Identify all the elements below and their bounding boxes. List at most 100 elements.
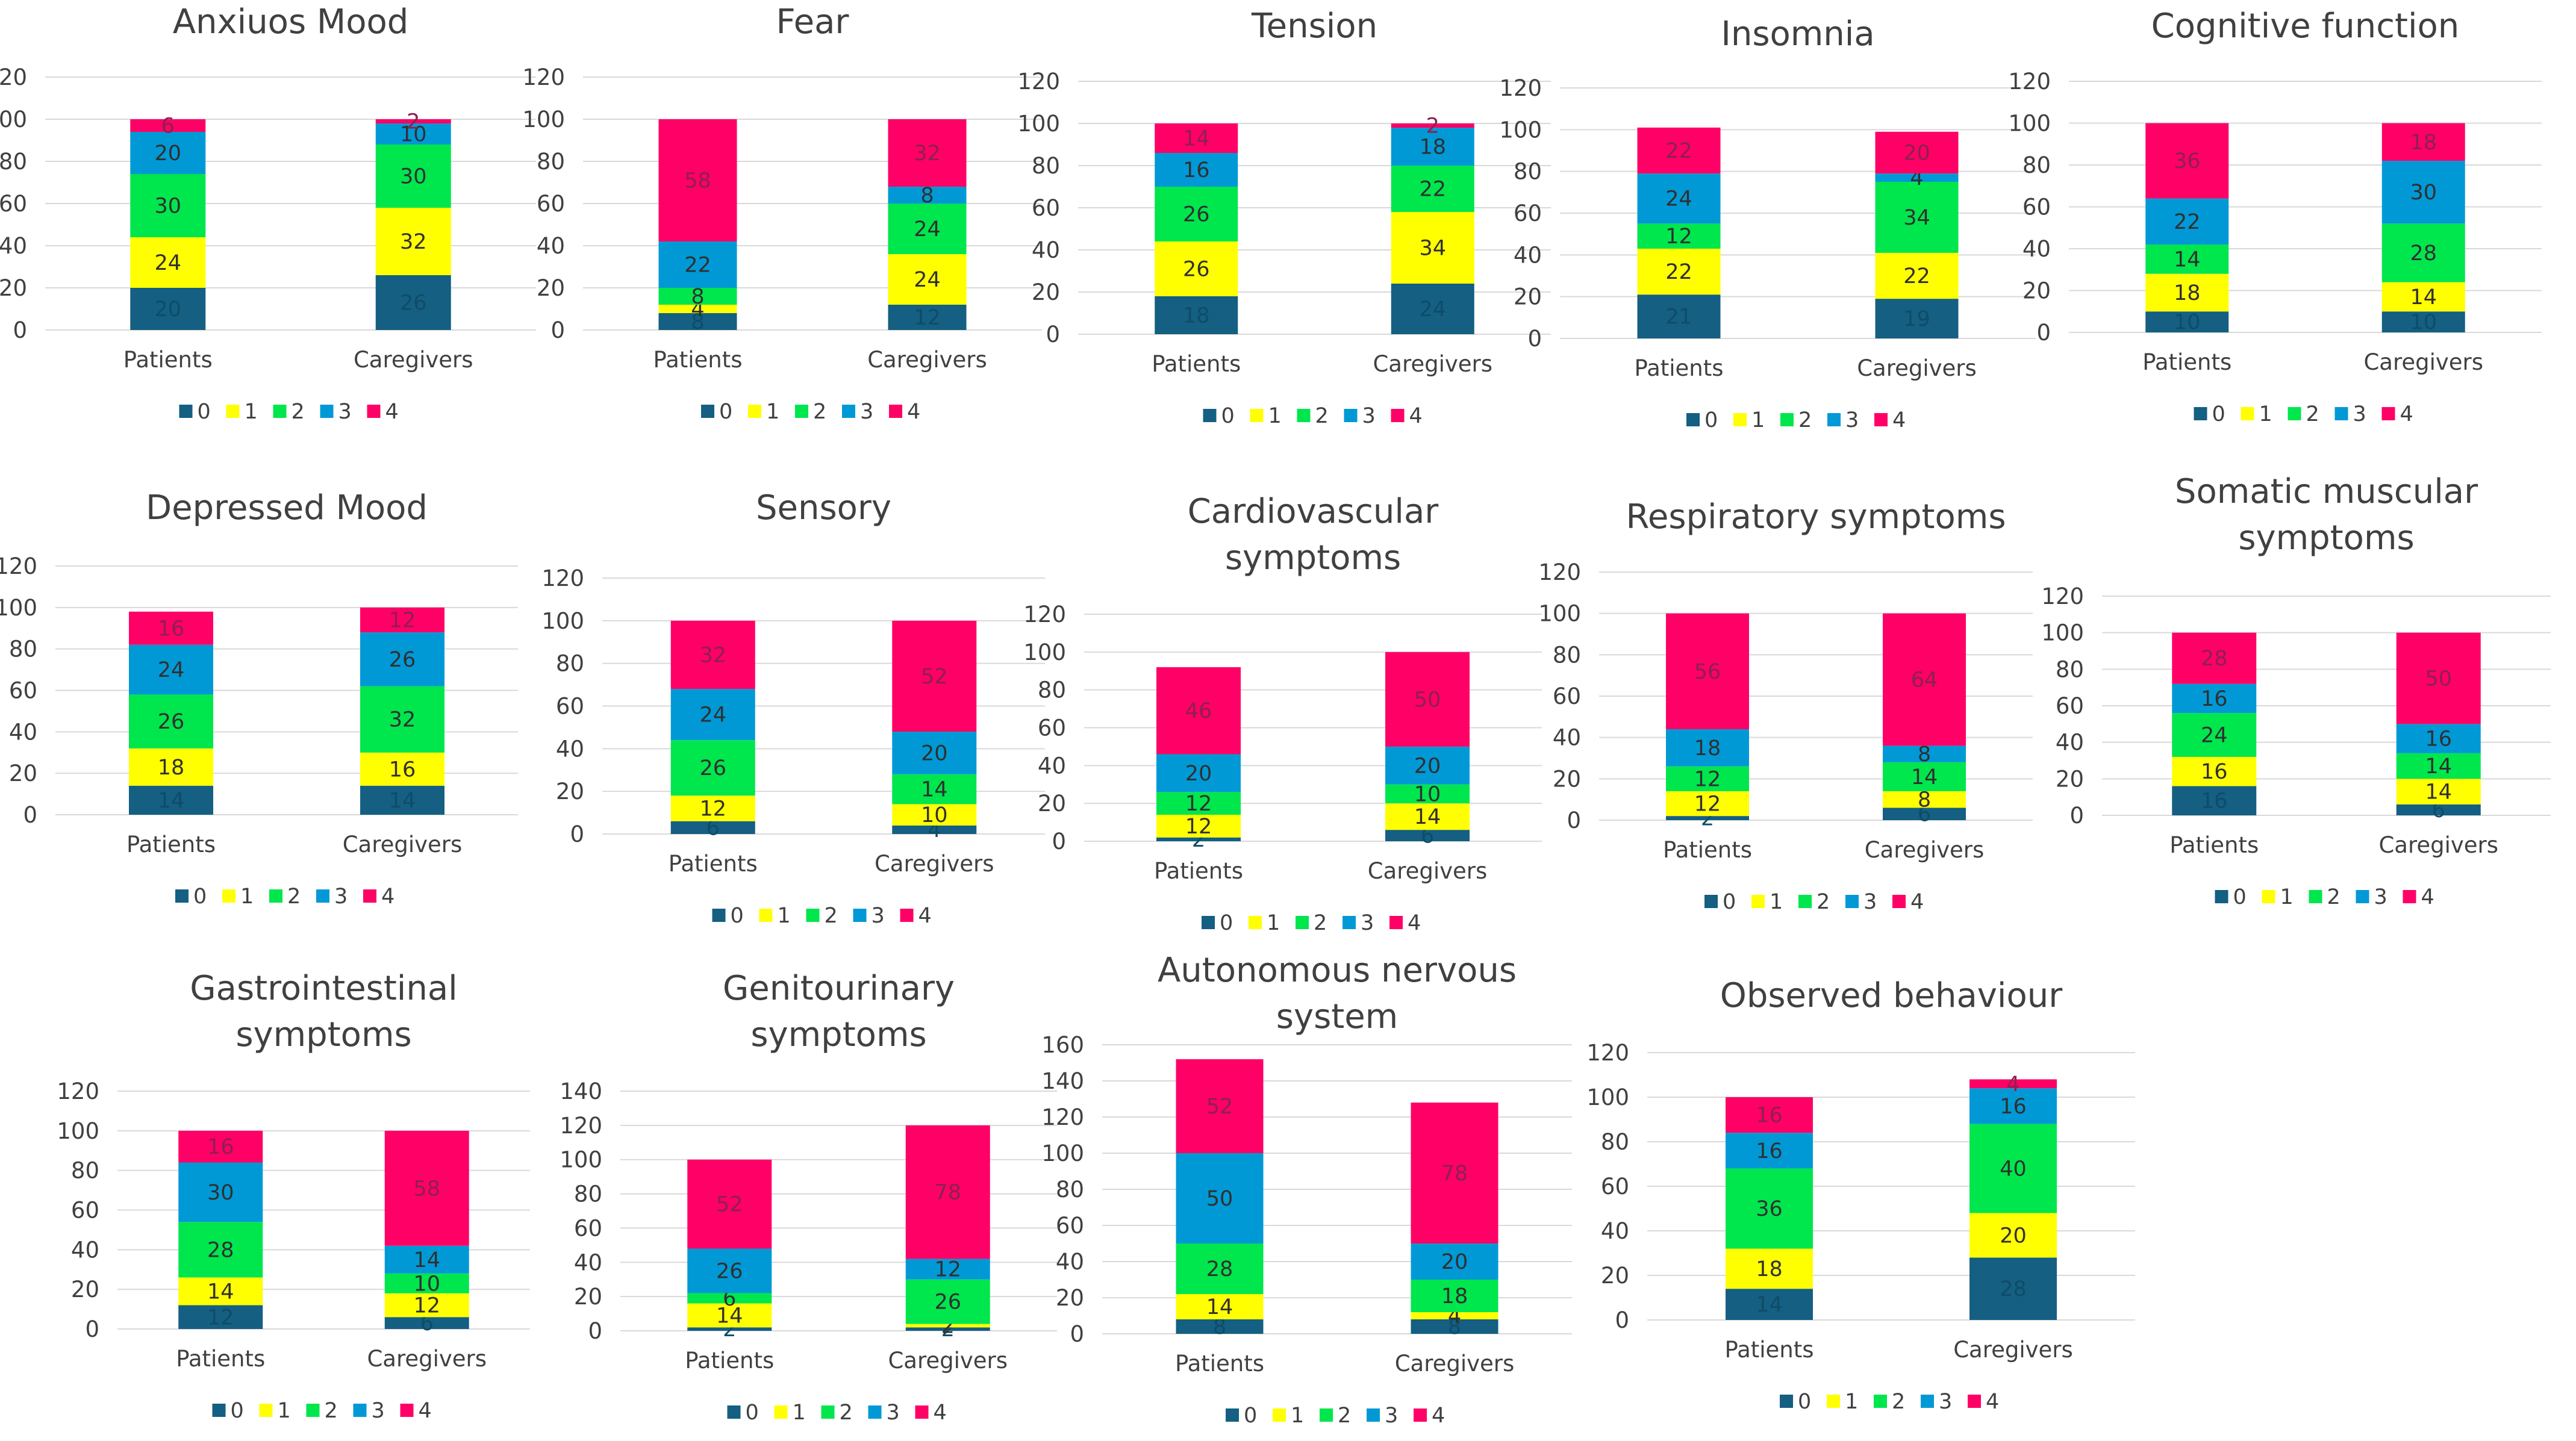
legend-label: 1 [793, 1401, 806, 1425]
data-label: 58 [684, 169, 711, 193]
legend-swatch-3 [868, 1405, 882, 1419]
data-label: 18 [1419, 135, 1446, 160]
data-label: 32 [699, 644, 726, 668]
y-tick-label: 80 [9, 636, 37, 662]
bar-segment-patients-3 [2145, 198, 2229, 245]
legend-swatch-3 [353, 1404, 367, 1417]
legend-label: 0 [731, 904, 744, 928]
y-tick-label: 80 [1514, 159, 1542, 185]
bar-segment-patients-3 [1637, 173, 1721, 224]
bar-segment-patients-2 [670, 740, 755, 796]
bar-segment-caregivers-0 [360, 785, 444, 815]
data-label: 18 [158, 756, 185, 780]
data-label: 36 [1756, 1197, 1783, 1221]
bar-segment-caregivers-3 [1883, 745, 1966, 762]
data-label: 4 [2006, 1072, 2019, 1097]
data-label: 58 [413, 1177, 440, 1201]
legend-label: 1 [278, 1399, 291, 1423]
bar-segment-patients-3 [129, 644, 213, 695]
y-tick-label: 60 [1514, 201, 1542, 226]
bar-segment-patients-1 [2145, 273, 2229, 312]
bar-segment-caregivers-4 [1385, 652, 1470, 747]
bar-segment-caregivers-3 [1411, 1243, 1499, 1280]
y-tick-label: 100 [1586, 1085, 1629, 1110]
legend-label: 3 [1362, 404, 1376, 428]
bar-segment-caregivers-4 [375, 119, 451, 123]
legend-swatch-2 [269, 889, 282, 903]
legend-label: 1 [1845, 1390, 1858, 1414]
category-label: Caregivers [1373, 351, 1492, 377]
legend-label: 1 [778, 904, 791, 928]
legend-swatch-4 [2403, 890, 2416, 903]
y-tick-label: 100 [1538, 601, 1581, 627]
legend-swatch-0 [1780, 1395, 1793, 1408]
y-tick-label: 20 [1056, 1285, 1084, 1311]
data-label: 8 [691, 310, 704, 334]
data-label: 2 [1426, 114, 1439, 138]
legend-label: 3 [1939, 1390, 1952, 1414]
category-label: Patients [2142, 349, 2231, 375]
y-tick-label: 140 [1041, 1068, 1084, 1094]
chart-genitourinary-symptoms: Genitourinary symptoms0204060801001201402… [560, 969, 1057, 1425]
legend-swatch-0 [1203, 409, 1217, 422]
bar-segment-patients-2 [1155, 187, 1238, 241]
legend-label: 3 [372, 1399, 385, 1423]
data-label: 16 [207, 1135, 234, 1159]
legend-swatch-3 [1827, 413, 1841, 426]
bar-segment-caregivers-0 [1875, 299, 1959, 338]
y-tick-label: 20 [1601, 1263, 1629, 1289]
y-tick-label: 120 [2041, 584, 2084, 609]
bar-segment-caregivers-0 [384, 1317, 469, 1329]
legend-label: 1 [1291, 1404, 1304, 1428]
data-label: 24 [158, 658, 185, 682]
category-label: Patients [1175, 1351, 1264, 1377]
y-tick-label: 40 [574, 1250, 602, 1275]
bar-segment-caregivers-1 [892, 804, 977, 826]
legend-label: 4 [2400, 402, 2413, 426]
data-label: 22 [1665, 260, 1692, 284]
data-label: 14 [2425, 755, 2452, 779]
chart-respiratory-symptoms: Respiratory symptoms02040608010012021212… [1538, 497, 2033, 914]
legend-swatch-0 [701, 405, 714, 418]
y-tick-label: 60 [1056, 1213, 1084, 1239]
y-tick-label: 40 [1038, 753, 1066, 779]
data-label: 10 [2410, 311, 2437, 335]
legend-label: 0 [2233, 885, 2247, 909]
bar-segment-patients-4 [129, 611, 213, 645]
bar-segment-patients-0 [2145, 311, 2229, 332]
legend-label: 3 [1361, 911, 1374, 935]
legend-label: 1 [2280, 885, 2294, 909]
bar-segment-patients-0 [670, 821, 755, 834]
y-tick-label: 120 [560, 1113, 602, 1139]
bar-segment-patients-2 [2145, 244, 2229, 274]
data-label: 56 [1694, 660, 1721, 684]
legend-swatch-3 [842, 405, 855, 418]
data-label: 28 [2000, 1277, 2027, 1301]
legend-swatch-3 [1367, 1408, 1380, 1422]
category-label: Caregivers [2363, 349, 2483, 375]
data-label: 32 [389, 708, 416, 732]
y-tick-label: 0 [23, 802, 37, 828]
y-tick-label: 80 [2056, 656, 2084, 682]
chart-title: Observed behaviour [1720, 976, 2063, 1015]
bar-segment-caregivers-0 [2381, 311, 2465, 332]
y-tick-label: 40 [1514, 242, 1542, 268]
legend-label: 3 [1863, 890, 1877, 914]
y-tick-label: 60 [2022, 195, 2051, 220]
bar-segment-caregivers-1 [2381, 282, 2465, 312]
legend-swatch-4 [2381, 407, 2395, 420]
y-tick-label: 0 [1615, 1307, 1629, 1333]
bar-segment-caregivers-1 [888, 254, 967, 305]
y-tick-label: 120 [1017, 69, 1060, 95]
bar-segment-patients-4 [687, 1159, 772, 1249]
data-label: 14 [1756, 1293, 1783, 1317]
y-tick-label: 100 [541, 608, 584, 634]
bar-segment-patients-4 [130, 119, 206, 132]
bar-segment-caregivers-2 [360, 686, 444, 753]
legend-label: 3 [860, 400, 873, 424]
category-label: Patients [1724, 1337, 1813, 1363]
chart-depressed-mood: Depressed Mood0204060801001201418262416P… [0, 488, 518, 909]
data-label: 36 [2174, 149, 2201, 173]
data-label: 16 [2000, 1095, 2027, 1119]
bar-segment-patients-4 [670, 620, 755, 689]
